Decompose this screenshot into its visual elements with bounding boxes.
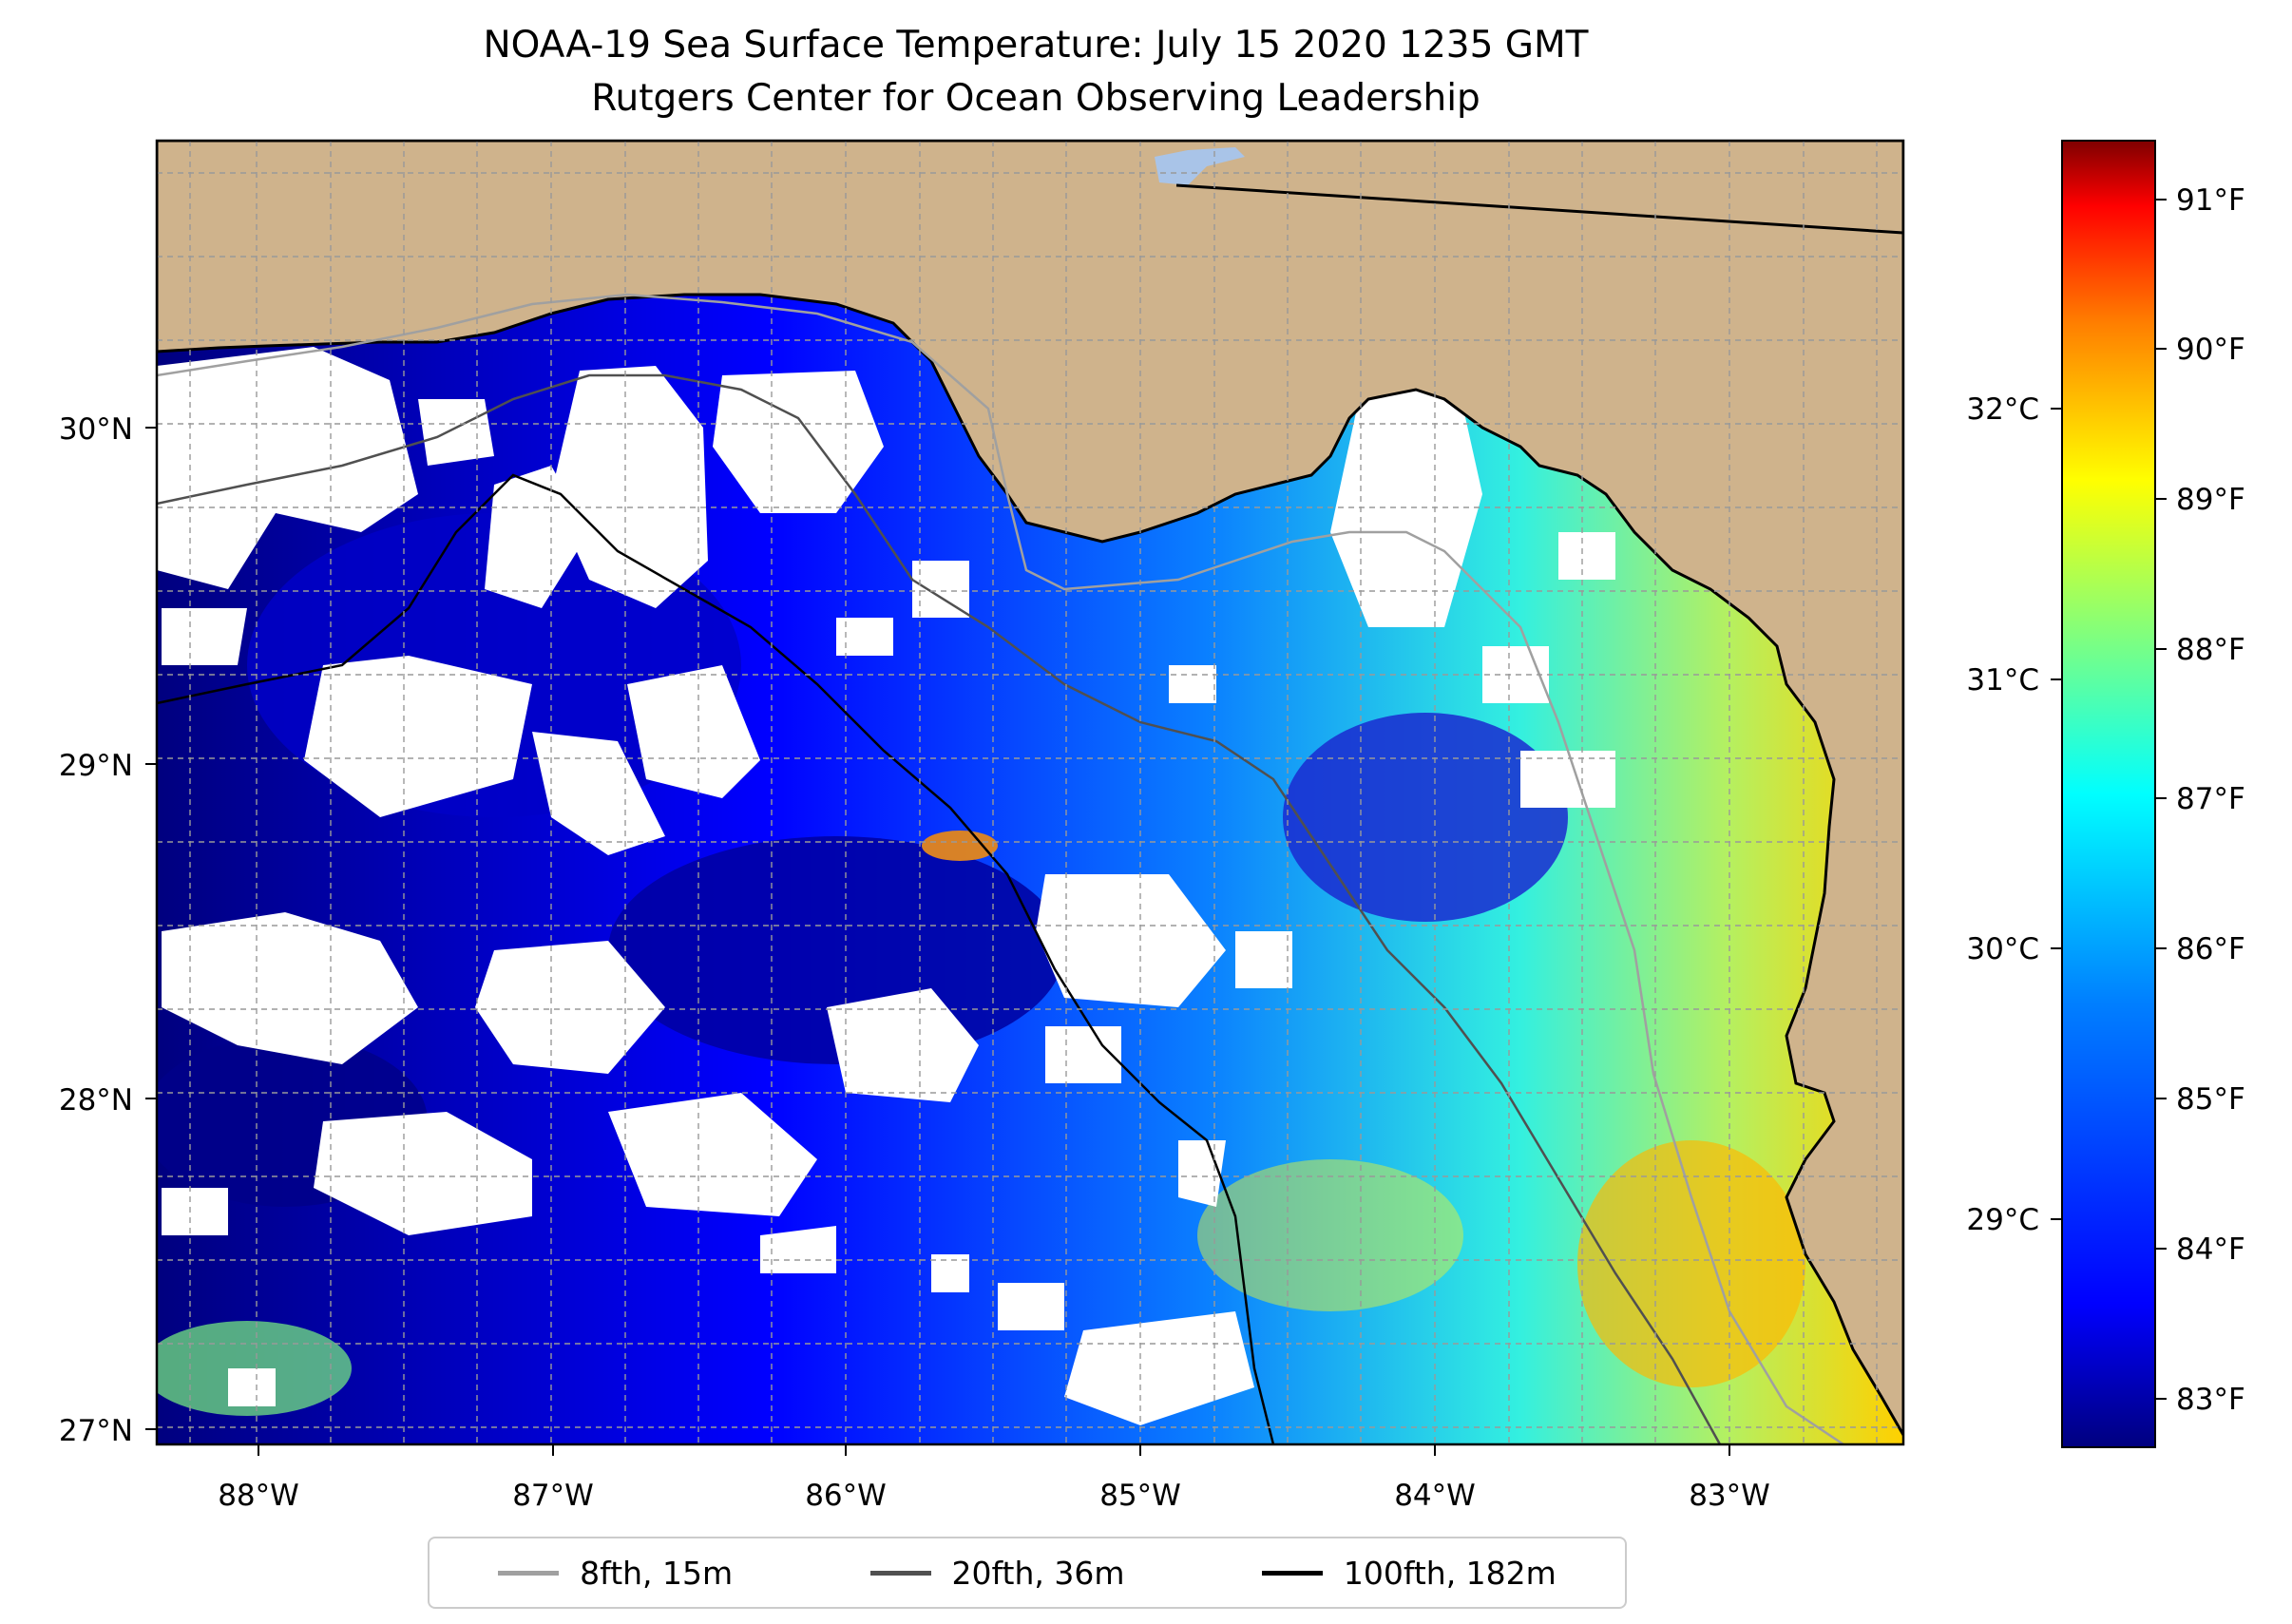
lat-tick-label: 30°N	[59, 412, 133, 447]
lake	[1155, 147, 1245, 185]
contour-100fth	[157, 473, 1275, 1444]
map-frame	[155, 139, 1905, 1446]
map-title: NOAA-19 Sea Surface Temperature: July 15…	[483, 24, 1589, 67]
colorbar-f-label: 89°F	[2176, 483, 2245, 517]
colorbar-c-labels: 32°C 31°C 30°C 29°C	[1966, 392, 2039, 1237]
lat-tick-label: 29°N	[59, 749, 133, 783]
legend-item-8fth: 8fth, 15m	[498, 1555, 733, 1592]
contour-20fth	[157, 373, 1722, 1444]
colorbar-f-label: 88°F	[2176, 633, 2245, 667]
legend-item-20fth: 20fth, 36m	[869, 1554, 1125, 1592]
colorbar-f-ticks	[2155, 199, 2167, 1400]
legend-item-100fth: 100fth, 182m	[1261, 1554, 1557, 1592]
legend-label: 20fth, 36m	[951, 1554, 1125, 1592]
lat-tick-label: 28°N	[59, 1083, 133, 1118]
colorbar-f-label: 87°F	[2176, 782, 2245, 816]
contour-8fth	[157, 293, 1844, 1444]
lon-tick-label: 85°W	[1099, 1479, 1181, 1513]
legend-label: 8fth, 15m	[580, 1554, 734, 1592]
cloud-mask	[157, 347, 1615, 1425]
colorbar-f-label: 83°F	[2176, 1383, 2245, 1417]
lon-axis	[258, 1444, 1730, 1456]
state-boundary	[1175, 183, 1903, 235]
lon-tick-label: 83°W	[1689, 1479, 1770, 1513]
legend-label: 100fth, 182m	[1343, 1554, 1557, 1592]
lon-tick-labels: 88°W 87°W 86°W 85°W 84°W 83°W	[218, 1479, 1770, 1513]
lon-tick-label: 84°W	[1394, 1479, 1476, 1513]
map-panel	[157, 141, 1903, 1444]
legend-swatch	[1261, 1570, 1323, 1576]
colorbar-f-labels: 91°F 90°F 89°F 88°F 87°F 86°F 85°F 84°F …	[2176, 183, 2245, 1417]
colorbar-f-label: 91°F	[2176, 183, 2245, 218]
lon-tick-label: 87°W	[512, 1479, 594, 1513]
map-subtitle: Rutgers Center for Ocean Observing Leade…	[591, 77, 1480, 120]
colorbar	[2061, 140, 2156, 1448]
colorbar-f-label: 85°F	[2176, 1082, 2245, 1117]
colorbar-c-label: 31°C	[1966, 663, 2039, 697]
colorbar-c-ticks	[2051, 408, 2062, 1220]
lon-tick-label: 88°W	[218, 1479, 299, 1513]
lon-tick-label: 86°W	[805, 1479, 887, 1513]
graticule	[157, 141, 1903, 1444]
contour-legend: 8fth, 15m 20fth, 36m 100fth, 182m	[428, 1537, 1627, 1609]
lat-axis	[145, 427, 157, 1430]
legend-swatch	[869, 1570, 931, 1576]
colorbar-f-label: 84°F	[2176, 1232, 2245, 1267]
colorbar-f-label: 86°F	[2176, 932, 2245, 966]
lat-tick-labels: 30°N 29°N 28°N 27°N	[59, 412, 133, 1448]
colorbar-c-label: 30°C	[1966, 932, 2039, 966]
colorbar-c-label: 32°C	[1966, 392, 2039, 427]
lat-tick-label: 27°N	[59, 1414, 133, 1448]
legend-swatch	[498, 1570, 560, 1576]
colorbar-c-label: 29°C	[1966, 1203, 2039, 1237]
colorbar-f-label: 90°F	[2176, 333, 2245, 367]
